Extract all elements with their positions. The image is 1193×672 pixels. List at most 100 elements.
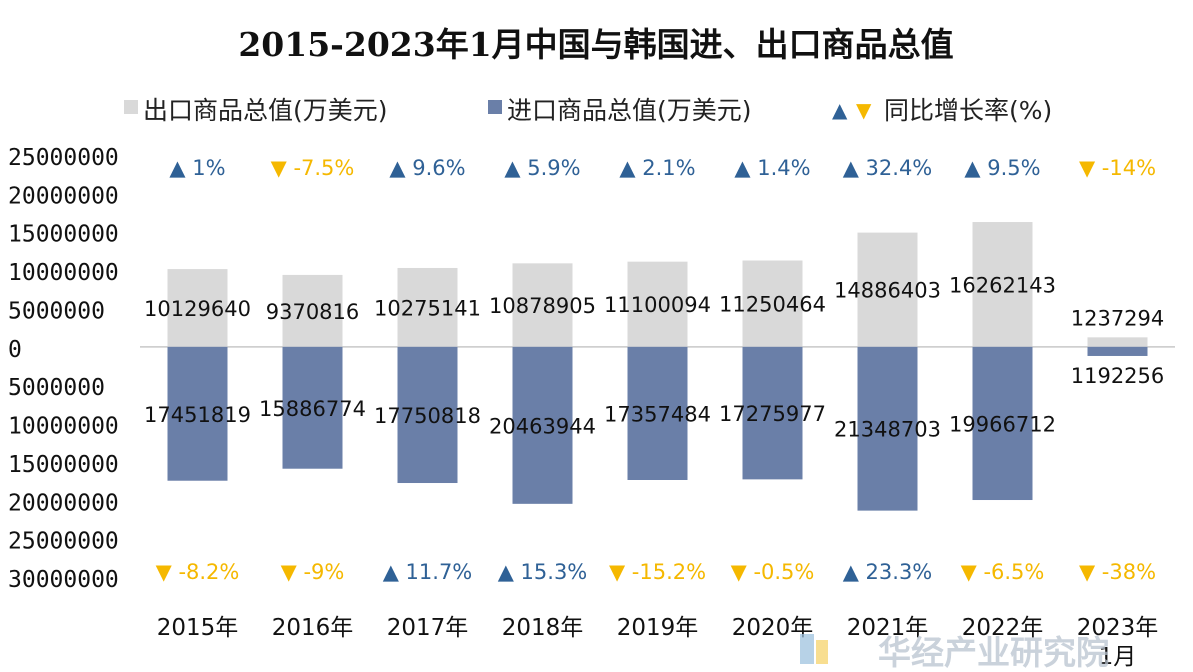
export-value-label: 16262143 — [949, 273, 1056, 297]
bars — [167, 222, 1148, 511]
growth-label: ▼ -8.2% — [156, 560, 240, 584]
bar-export — [742, 260, 803, 347]
growth-label: ▼ -7.5% — [271, 156, 355, 180]
legend: 出口商品总值(万美元) 进口商品总值(万美元) ▲ ▼ 同比增长率(%) — [124, 96, 1052, 125]
export-value-label: 9370816 — [266, 300, 360, 324]
bar-export — [972, 222, 1033, 347]
growth-down-icon: ▼ — [281, 560, 304, 584]
growth-label: ▼ -14% — [1079, 156, 1156, 180]
x-tick-label: 2022年 — [962, 615, 1044, 641]
bar-import — [742, 346, 803, 480]
bar-export — [1087, 337, 1148, 347]
x-tick-label: 2023年 — [1077, 615, 1159, 641]
x-tick-label: 2017年 — [387, 615, 469, 641]
growth-up-icon: ▲ — [169, 156, 192, 180]
watermark-logo-icon — [800, 634, 814, 664]
export-value-label: 10275141 — [374, 296, 481, 320]
x-tick-label: 2020年 — [732, 615, 814, 641]
x-tick-label: 2018年 — [502, 615, 584, 641]
growth-down-icon: ▼ — [1079, 560, 1102, 584]
import-value-label: 17750818 — [374, 404, 481, 428]
x-tick-label: 2019年 — [617, 615, 699, 641]
export-value-label: 10129640 — [144, 297, 251, 321]
export-value-label: 1237294 — [1071, 306, 1165, 330]
growth-label: ▲ 1.4% — [734, 156, 810, 180]
bar-import — [512, 346, 573, 504]
growth-label: ▲ 9.6% — [389, 156, 465, 180]
bar-export — [167, 269, 228, 347]
growth-down-icon: ▼ — [961, 560, 984, 584]
import-value-label: 15886774 — [259, 397, 366, 421]
growth-down-icon: ▼ — [731, 560, 754, 584]
bar-import — [627, 346, 688, 480]
growth-up-icon: ▲ — [619, 156, 642, 180]
import-value-label: 20463944 — [489, 414, 596, 438]
bar-export — [397, 267, 458, 347]
growth-down-icon: ▼ — [609, 560, 632, 584]
bar-export — [857, 232, 918, 347]
growth-label: ▲ 23.3% — [843, 560, 933, 584]
bar-export — [627, 261, 688, 347]
export-value-label: 14886403 — [834, 279, 941, 303]
growth-label: ▼ -0.5% — [731, 560, 815, 584]
legend-up-icon: ▲ — [832, 98, 848, 122]
bar-import — [282, 346, 343, 469]
import-value-label: 19966712 — [949, 412, 1056, 436]
growth-label: ▼ -15.2% — [609, 560, 706, 584]
growth-up-icon: ▲ — [734, 156, 757, 180]
growth-label: ▲ 1% — [169, 156, 225, 180]
legend-export-swatch — [124, 100, 138, 114]
import-value-label: 17451819 — [144, 403, 251, 427]
chart-title: 2015-2023年1月中国与韩国进、出口商品总值 — [238, 25, 953, 64]
y-tick-label: 10000000 — [8, 260, 119, 286]
y-tick-label: 5000000 — [8, 375, 105, 401]
import-value-label: 17357484 — [604, 402, 711, 426]
x-axis: 2015年 2016年 2017年 2018年 2019年 2020年 2021年 2022年… — [157, 615, 1159, 670]
bar-import — [1087, 346, 1148, 356]
x-tick-label: 2016年 — [272, 615, 354, 641]
bar-export — [282, 274, 343, 347]
growth-down-icon: ▼ — [156, 560, 179, 584]
growth-label: ▼ -6.5% — [961, 560, 1045, 584]
growth-up-icon: ▲ — [504, 156, 527, 180]
legend-import-swatch — [488, 100, 502, 114]
data-labels: 10129640 17451819 ▲ 1% ▼ -8.2% 9370816 158867… — [144, 156, 1164, 584]
bar-import — [857, 346, 918, 511]
growth-label: ▲ 9.5% — [964, 156, 1040, 180]
import-value-label: 17275977 — [719, 402, 826, 426]
growth-label: ▲ 15.3% — [498, 560, 588, 584]
growth-up-icon: ▲ — [964, 156, 987, 180]
legend-import-label: 进口商品总值(万美元) — [507, 96, 752, 125]
y-tick-label: 0 — [8, 337, 22, 363]
y-tick-label: 10000000 — [8, 414, 119, 440]
bar-export — [512, 263, 573, 347]
y-tick-label: 20000000 — [8, 490, 119, 516]
import-value-label: 1192256 — [1071, 364, 1165, 388]
bar-import — [972, 346, 1033, 501]
growth-up-icon: ▲ — [383, 560, 406, 584]
x-tick-label-line2: 1月 — [1099, 644, 1137, 670]
export-value-label: 11100094 — [604, 293, 711, 317]
import-value-label: 21348703 — [834, 418, 941, 442]
growth-up-icon: ▲ — [389, 156, 412, 180]
growth-label: ▲ 32.4% — [843, 156, 933, 180]
y-tick-label: 20000000 — [8, 183, 119, 209]
y-tick-label: 15000000 — [8, 222, 119, 248]
growth-up-icon: ▲ — [498, 560, 521, 584]
growth-label: ▲ 2.1% — [619, 156, 695, 180]
growth-label: ▼ -9% — [281, 560, 345, 584]
legend-down-icon: ▼ — [856, 98, 872, 122]
bar-import — [397, 346, 458, 484]
growth-label: ▼ -38% — [1079, 560, 1156, 584]
growth-down-icon: ▼ — [271, 156, 294, 180]
y-tick-label: 30000000 — [8, 567, 119, 593]
y-tick-label: 5000000 — [8, 298, 105, 324]
y-tick-label: 15000000 — [8, 452, 119, 478]
y-axis: 25000000 20000000 15000000 10000000 5000000 0… — [8, 145, 1175, 593]
export-value-label: 11250464 — [719, 293, 826, 317]
y-tick-label: 25000000 — [8, 529, 119, 555]
legend-export-label: 出口商品总值(万美元) — [143, 96, 388, 125]
growth-label: ▲ 5.9% — [504, 156, 580, 180]
y-tick-label: 25000000 — [8, 145, 119, 171]
